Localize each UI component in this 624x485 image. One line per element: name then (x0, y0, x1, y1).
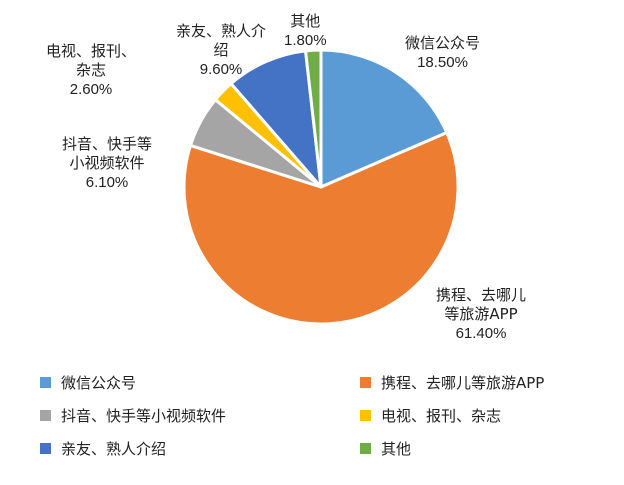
legend-item-short-video: 抖音、快手等小视频软件 (40, 405, 226, 426)
pie-slice-friends (229, 49, 323, 189)
slice-label-name: 其他 (290, 12, 321, 30)
legend-label: 携程、去哪儿等旅游APP (381, 374, 545, 392)
slice-label-name: 小视频软件 (69, 154, 145, 172)
slice-label-wechat: 微信公众号 18.50% (405, 34, 480, 72)
slice-label-name: 微信公众号 (405, 34, 481, 52)
legend-label: 亲友、熟人介绍 (61, 440, 167, 458)
slice-label-name: 电视、报刊、 (46, 42, 137, 60)
slice-label-name: 等旅游APP (444, 305, 518, 323)
slice-label-other: 其他 1.80% (284, 12, 327, 50)
pie-slice-wechat (319, 48, 449, 189)
slice-label-tv-press: 电视、报刊、 杂志 2.60% (46, 42, 136, 99)
slice-label-name: 抖音、快手等 (62, 135, 153, 153)
slice-label-value: 2.60% (69, 81, 113, 98)
pie-slice-other (304, 48, 323, 189)
legend-label: 抖音、快手等小视频软件 (61, 407, 227, 425)
slice-label-value: 9.60% (199, 61, 243, 78)
legend-item-tv-press: 电视、报刊、杂志 (360, 405, 501, 426)
legend-swatch (40, 377, 51, 388)
legend-label: 电视、报刊、杂志 (381, 407, 502, 425)
pie-slice-travel-app (182, 131, 460, 326)
legend-swatch (40, 443, 51, 454)
legend-label: 其他 (381, 440, 412, 458)
slice-label-short-video: 抖音、快手等 小视频软件 6.10% (62, 135, 152, 192)
slice-label-name: 亲友、熟人介 (176, 22, 267, 40)
slice-label-travel-app: 携程、去哪儿 等旅游APP 61.40% (436, 286, 526, 343)
slice-label-friends: 亲友、熟人介 绍 9.60% (176, 22, 266, 79)
slice-label-value: 61.40% (455, 325, 507, 342)
slice-label-name: 绍 (213, 41, 229, 59)
legend-swatch (360, 443, 371, 454)
legend-item-friends: 亲友、熟人介绍 (40, 438, 166, 459)
legend-item-other: 其他 (360, 438, 411, 459)
slice-label-value: 18.50% (417, 54, 468, 71)
legend-item-travel-app: 携程、去哪儿等旅游APP (360, 372, 544, 393)
legend-swatch (40, 410, 51, 421)
slice-label-name: 杂志 (76, 61, 107, 79)
legend-swatch (360, 410, 371, 421)
slice-label-name: 携程、去哪儿 (436, 286, 527, 304)
slice-label-value: 6.10% (85, 174, 129, 191)
legend-item-wechat: 微信公众号 (40, 372, 136, 393)
legend-label: 微信公众号 (61, 374, 137, 392)
legend-swatch (360, 377, 371, 388)
slice-label-value: 1.80% (284, 32, 327, 49)
